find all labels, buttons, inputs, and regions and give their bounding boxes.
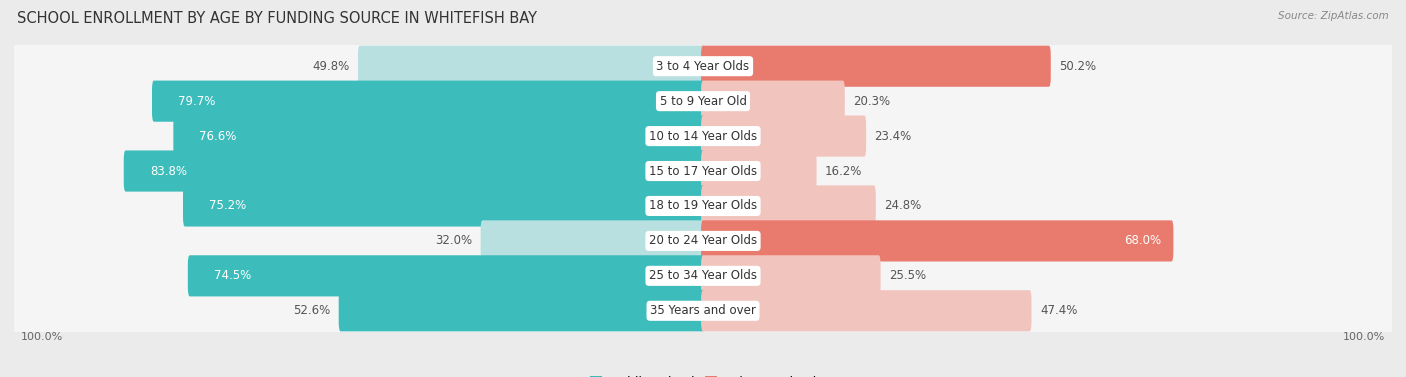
FancyBboxPatch shape xyxy=(702,220,1174,262)
FancyBboxPatch shape xyxy=(702,255,880,296)
Text: 32.0%: 32.0% xyxy=(434,234,472,247)
Text: 20 to 24 Year Olds: 20 to 24 Year Olds xyxy=(650,234,756,247)
Text: 50.2%: 50.2% xyxy=(1059,60,1097,73)
FancyBboxPatch shape xyxy=(481,220,704,262)
FancyBboxPatch shape xyxy=(359,46,704,87)
Text: 76.6%: 76.6% xyxy=(200,130,236,143)
Text: 18 to 19 Year Olds: 18 to 19 Year Olds xyxy=(650,199,756,213)
Text: 3 to 4 Year Olds: 3 to 4 Year Olds xyxy=(657,60,749,73)
Text: 15 to 17 Year Olds: 15 to 17 Year Olds xyxy=(650,164,756,178)
FancyBboxPatch shape xyxy=(13,199,1393,283)
Text: 10 to 14 Year Olds: 10 to 14 Year Olds xyxy=(650,130,756,143)
FancyBboxPatch shape xyxy=(183,185,704,227)
Text: 25 to 34 Year Olds: 25 to 34 Year Olds xyxy=(650,269,756,282)
FancyBboxPatch shape xyxy=(152,81,704,122)
Text: 20.3%: 20.3% xyxy=(853,95,890,108)
Text: Source: ZipAtlas.com: Source: ZipAtlas.com xyxy=(1278,11,1389,21)
FancyBboxPatch shape xyxy=(702,46,1050,87)
FancyBboxPatch shape xyxy=(702,150,817,192)
Text: 83.8%: 83.8% xyxy=(150,164,187,178)
FancyBboxPatch shape xyxy=(339,290,704,331)
Text: 25.5%: 25.5% xyxy=(889,269,927,282)
FancyBboxPatch shape xyxy=(13,164,1393,248)
FancyBboxPatch shape xyxy=(13,268,1393,353)
Text: 68.0%: 68.0% xyxy=(1123,234,1161,247)
FancyBboxPatch shape xyxy=(188,255,704,296)
Text: 100.0%: 100.0% xyxy=(1343,332,1385,342)
Text: 16.2%: 16.2% xyxy=(825,164,862,178)
Text: 23.4%: 23.4% xyxy=(875,130,912,143)
Text: 75.2%: 75.2% xyxy=(209,199,246,213)
Text: 49.8%: 49.8% xyxy=(312,60,350,73)
Text: 52.6%: 52.6% xyxy=(292,304,330,317)
Text: 35 Years and over: 35 Years and over xyxy=(650,304,756,317)
Text: SCHOOL ENROLLMENT BY AGE BY FUNDING SOURCE IN WHITEFISH BAY: SCHOOL ENROLLMENT BY AGE BY FUNDING SOUR… xyxy=(17,11,537,26)
Text: 24.8%: 24.8% xyxy=(884,199,921,213)
Legend: Public School, Private School: Public School, Private School xyxy=(589,375,817,377)
FancyBboxPatch shape xyxy=(702,185,876,227)
Text: 74.5%: 74.5% xyxy=(214,269,252,282)
FancyBboxPatch shape xyxy=(13,94,1393,178)
FancyBboxPatch shape xyxy=(13,59,1393,143)
FancyBboxPatch shape xyxy=(13,129,1393,213)
Text: 5 to 9 Year Old: 5 to 9 Year Old xyxy=(659,95,747,108)
Text: 47.4%: 47.4% xyxy=(1040,304,1077,317)
FancyBboxPatch shape xyxy=(173,115,704,157)
FancyBboxPatch shape xyxy=(702,115,866,157)
FancyBboxPatch shape xyxy=(124,150,704,192)
FancyBboxPatch shape xyxy=(702,81,845,122)
Text: 100.0%: 100.0% xyxy=(21,332,63,342)
FancyBboxPatch shape xyxy=(13,234,1393,318)
Text: 79.7%: 79.7% xyxy=(179,95,215,108)
FancyBboxPatch shape xyxy=(13,24,1393,109)
FancyBboxPatch shape xyxy=(702,290,1032,331)
